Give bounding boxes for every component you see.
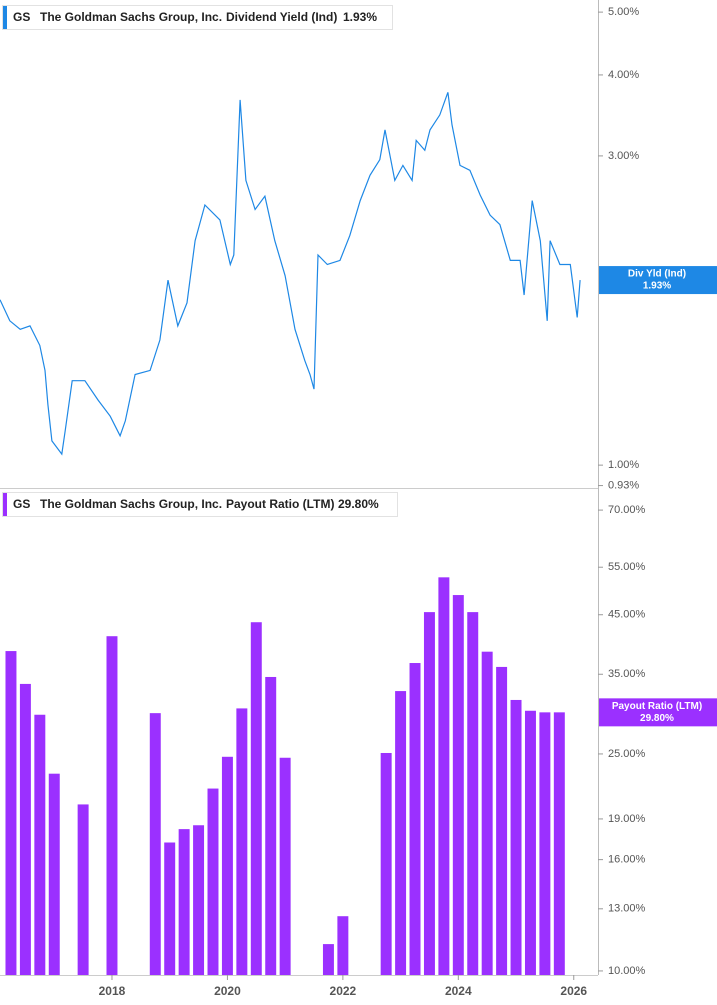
bar	[236, 708, 248, 975]
value-marker-value: 1.93%	[643, 281, 671, 292]
header-company: The Goldman Sachs Group, Inc.	[40, 10, 222, 24]
bar	[265, 676, 277, 975]
value-marker	[599, 698, 717, 727]
bar	[337, 916, 349, 975]
y-tick-label: 0.93%	[608, 479, 639, 491]
bar	[5, 651, 17, 975]
bar	[279, 757, 291, 975]
x-tick-label: 2018	[99, 984, 126, 998]
y-tick-label: 16.00%	[608, 854, 646, 866]
bar	[34, 714, 46, 975]
y-tick-label: 35.00%	[608, 668, 646, 680]
value-marker	[599, 266, 717, 295]
bar	[19, 683, 31, 975]
bar	[221, 756, 233, 975]
bar	[77, 804, 89, 975]
header-box	[2, 492, 398, 517]
bar	[48, 773, 60, 975]
y-tick-label: 4.00%	[608, 69, 639, 81]
bar	[452, 595, 464, 975]
bar	[106, 636, 118, 975]
header-stripe	[3, 493, 7, 516]
bar	[510, 699, 522, 975]
bar	[164, 842, 176, 975]
bar	[524, 710, 536, 975]
bar	[409, 663, 421, 975]
y-tick-label: 13.00%	[608, 903, 646, 915]
y-tick-label: 10.00%	[608, 965, 646, 977]
bar	[380, 752, 392, 975]
y-tick-label: 25.00%	[608, 748, 646, 760]
x-tick-label: 2022	[330, 984, 357, 998]
bar	[539, 712, 551, 975]
bar	[553, 712, 565, 975]
header-ticker: GS	[13, 497, 30, 511]
header-metric-value: 29.80%	[338, 497, 379, 511]
value-marker-name: Div Yld (Ind)	[628, 269, 686, 280]
bar	[149, 713, 161, 975]
header-metric: Payout Ratio (LTM)	[226, 497, 334, 511]
header-company: The Goldman Sachs Group, Inc.	[40, 497, 222, 511]
y-tick-label: 70.00%	[608, 504, 646, 516]
header-stripe	[3, 6, 7, 29]
header-metric: Dividend Yield (Ind)	[226, 10, 337, 24]
bar	[395, 691, 407, 975]
y-tick-label: 1.00%	[608, 459, 639, 471]
bar	[250, 622, 262, 975]
header-metric-value: 1.93%	[343, 10, 377, 24]
bar	[496, 666, 508, 975]
y-tick-label: 5.00%	[608, 6, 639, 18]
x-tick-label: 2026	[560, 984, 587, 998]
bar	[322, 944, 334, 975]
value-marker-name: Payout Ratio (LTM)	[612, 701, 702, 712]
y-tick-label: 45.00%	[608, 609, 646, 621]
y-tick-label: 3.00%	[608, 150, 639, 162]
bar	[438, 577, 450, 975]
header-ticker: GS	[13, 10, 30, 24]
y-tick-label: 19.00%	[608, 813, 646, 825]
bar	[178, 829, 190, 975]
bar	[481, 651, 493, 975]
x-tick-label: 2020	[214, 984, 241, 998]
value-marker-value: 29.80%	[640, 713, 674, 724]
bar	[467, 612, 479, 975]
header-box	[2, 5, 393, 30]
line	[0, 92, 581, 456]
bar	[193, 825, 205, 975]
x-tick-label: 2024	[445, 984, 472, 998]
bar	[207, 788, 219, 975]
y-tick-label: 55.00%	[608, 561, 646, 573]
bar	[423, 612, 435, 975]
